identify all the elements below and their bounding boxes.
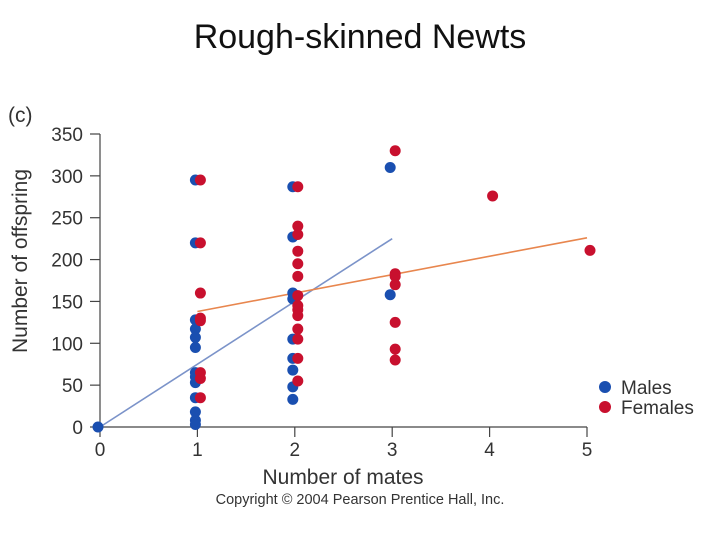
point-females	[389, 354, 401, 366]
point-males	[189, 331, 201, 343]
panel-label: (c)	[8, 104, 33, 127]
legend-label-females: Females	[621, 398, 694, 419]
x-tick-label: 2	[290, 440, 301, 461]
point-females	[292, 220, 304, 232]
y-axis-title: Number of offspring	[9, 169, 32, 353]
point-males	[92, 421, 104, 433]
point-females	[389, 316, 401, 328]
y-tick-label: 150	[51, 292, 83, 313]
point-males	[189, 406, 201, 418]
point-females	[389, 279, 401, 291]
point-males	[384, 161, 396, 173]
point-females	[292, 333, 304, 345]
point-females	[292, 352, 304, 364]
point-females	[194, 392, 206, 404]
point-females	[194, 237, 206, 249]
data-points	[92, 145, 596, 433]
y-tick-label: 50	[62, 376, 83, 397]
x-tick-label: 3	[387, 440, 398, 461]
y-tick-label: 250	[51, 209, 83, 230]
y-tick-label: 100	[51, 334, 83, 355]
point-females	[292, 228, 304, 240]
point-females	[389, 145, 401, 157]
legend-label-males: Males	[621, 378, 672, 399]
fit-lines	[99, 237, 588, 428]
point-males	[189, 418, 201, 430]
x-tick-label: 0	[95, 440, 106, 461]
point-females	[194, 315, 206, 327]
x-axis-title: Number of mates	[262, 466, 423, 489]
point-males	[384, 289, 396, 301]
legend-marker-females	[599, 401, 611, 413]
point-females	[194, 287, 206, 299]
point-females	[292, 258, 304, 270]
point-females	[292, 323, 304, 335]
y-tick-label: 350	[51, 125, 83, 146]
point-females	[292, 290, 304, 302]
point-females	[487, 190, 499, 202]
copyright-notice: Copyright © 2004 Pearson Prentice Hall, …	[215, 492, 505, 508]
point-females	[584, 244, 596, 256]
point-females	[292, 245, 304, 257]
x-tick-label: 1	[192, 440, 203, 461]
point-females	[194, 174, 206, 186]
y-tick-label: 200	[51, 251, 83, 272]
x-tick-label: 4	[484, 440, 495, 461]
fit-line-males	[99, 237, 393, 428]
point-males	[287, 364, 299, 376]
point-females	[194, 372, 206, 384]
point-males	[189, 323, 201, 335]
chart-axes: 0 50 100 150 200 250 300 350 0 1 2 3 4 5 Number of mat…	[9, 125, 592, 489]
x-tick-label: 5	[582, 440, 593, 461]
point-females	[292, 375, 304, 387]
y-tick-label: 0	[72, 418, 83, 439]
point-males	[287, 393, 299, 405]
point-females	[292, 270, 304, 282]
y-tick-label: 300	[51, 167, 83, 188]
point-females	[389, 343, 401, 355]
point-females	[292, 181, 304, 193]
legend-marker-males	[599, 381, 611, 393]
point-females	[389, 270, 401, 282]
point-females	[292, 310, 304, 322]
point-males	[189, 341, 201, 353]
page-title: Rough-skinned Newts	[193, 18, 527, 56]
